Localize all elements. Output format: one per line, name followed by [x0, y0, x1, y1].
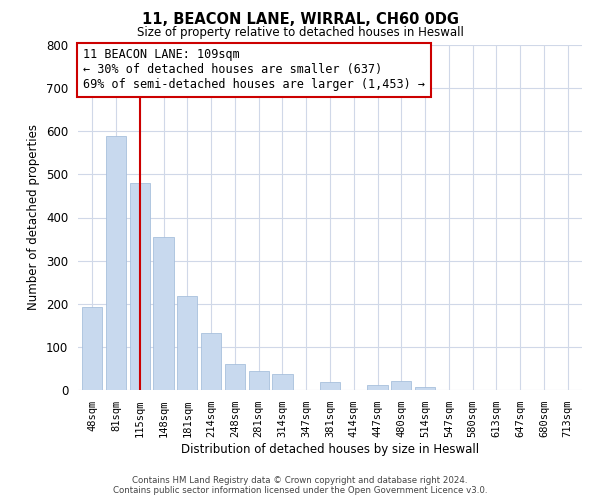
Bar — [272, 374, 293, 390]
Text: Contains HM Land Registry data © Crown copyright and database right 2024.
Contai: Contains HM Land Registry data © Crown c… — [113, 476, 487, 495]
Bar — [391, 382, 412, 390]
Text: 11 BEACON LANE: 109sqm
← 30% of detached houses are smaller (637)
69% of semi-de: 11 BEACON LANE: 109sqm ← 30% of detached… — [83, 48, 425, 92]
Bar — [367, 385, 388, 390]
Bar — [177, 296, 197, 390]
Bar — [130, 183, 150, 390]
Bar — [320, 382, 340, 390]
Bar — [415, 388, 435, 390]
Bar — [154, 237, 173, 390]
Bar — [225, 364, 245, 390]
Bar — [248, 371, 269, 390]
Text: 11, BEACON LANE, WIRRAL, CH60 0DG: 11, BEACON LANE, WIRRAL, CH60 0DG — [142, 12, 458, 28]
Bar — [106, 136, 126, 390]
X-axis label: Distribution of detached houses by size in Heswall: Distribution of detached houses by size … — [181, 443, 479, 456]
Text: Size of property relative to detached houses in Heswall: Size of property relative to detached ho… — [137, 26, 463, 39]
Y-axis label: Number of detached properties: Number of detached properties — [28, 124, 40, 310]
Bar — [201, 332, 221, 390]
Bar — [82, 307, 103, 390]
